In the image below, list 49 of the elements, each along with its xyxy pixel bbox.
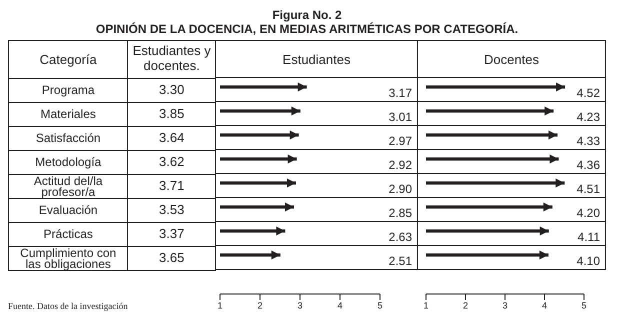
data-label: 2.85 (388, 206, 412, 220)
data-label: 3.85 (128, 103, 216, 127)
text: Figura No. 2 (271, 8, 343, 22)
data-label: 4.20 (576, 206, 600, 220)
category-label: Prácticas (9, 223, 128, 247)
data-label: 2.90 (388, 182, 412, 196)
data-label: 4.23 (576, 110, 600, 124)
data-label: 4.33 (576, 134, 600, 148)
data-label: 3.30 (128, 79, 216, 103)
data-label: 2.92 (388, 158, 412, 172)
data-label: 4.51 (576, 182, 600, 196)
data-label: 3.17 (388, 86, 412, 100)
data-label: 4.10 (576, 254, 600, 268)
x-tick-label: 4 (542, 300, 548, 310)
data-label: 3.37 (128, 223, 216, 247)
category-label: Satisfacción (9, 127, 128, 151)
data-label: 3.01 (388, 110, 412, 124)
data-label: 4.11 (578, 230, 600, 244)
data-label: 3.53 (128, 199, 216, 223)
data-label: 2.63 (388, 230, 412, 244)
chart-title: Estudiantes (216, 40, 418, 78)
text: Categoría (9, 41, 128, 79)
x-tick-label: 5 (377, 300, 383, 310)
category-label: Actitud del/la profesor/a (9, 174, 128, 199)
x-tick-label: 1 (423, 300, 429, 310)
data-label: 2.51 (388, 254, 412, 268)
x-tick-label: 2 (257, 300, 263, 310)
category-label: Materiales (9, 103, 128, 127)
x-tick-label: 3 (502, 300, 508, 310)
data-label: 2.97 (388, 134, 412, 148)
x-tick-label: 2 (462, 300, 468, 310)
data-label: 3.65 (128, 247, 216, 271)
text: OPINIÓN DE LA DOCENCIA, EN MEDIAS ARITMÉTICAS POR CATEGORÍA. (94, 22, 520, 36)
data-label: 4.52 (576, 86, 600, 100)
source-note: Fuente. Datos de la investigación (8, 301, 129, 311)
category-label: Evaluación (9, 199, 128, 223)
text: Estudiantes y docentes. (128, 41, 216, 79)
data-label: 3.62 (128, 151, 216, 175)
data-label: 4.36 (576, 158, 600, 172)
category-label: Metodología (9, 151, 128, 175)
x-tick-label: 3 (297, 300, 303, 310)
x-tick-label: 5 (581, 300, 587, 310)
x-tick-label: 4 (337, 300, 343, 310)
data-label: 3.64 (128, 127, 216, 151)
category-label: Cumplimiento con las obligaciones (9, 246, 128, 271)
data-label: 3.71 (128, 175, 216, 199)
category-label: Programa (9, 79, 128, 103)
x-tick-label: 1 (217, 300, 223, 310)
chart-title: Docentes (418, 40, 606, 78)
